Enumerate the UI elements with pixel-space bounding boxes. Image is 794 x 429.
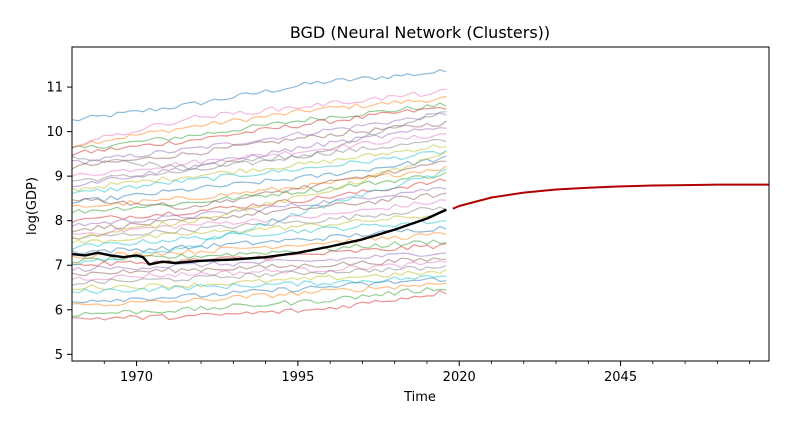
y-tick-label: 9: [55, 170, 63, 185]
background-series-line: [71, 133, 447, 178]
background-series-line: [71, 252, 447, 273]
y-axis-label: log(GDP): [25, 177, 40, 235]
background-series-line: [71, 242, 447, 267]
x-tick-label: 1970: [120, 370, 153, 385]
forecast-series-line: [452, 183, 769, 210]
highlighted-series-line: [71, 208, 447, 266]
background-series-line: [71, 199, 447, 235]
background-series-line: [71, 165, 447, 208]
background-series-line: [71, 257, 447, 277]
plot-area: [71, 69, 769, 321]
x-tick-label: 2020: [443, 370, 476, 385]
background-series-line: [71, 88, 447, 148]
background-series-line: [71, 260, 447, 281]
background-series-line: [71, 286, 447, 317]
background-series-line: [72, 289, 447, 321]
background-series-line: [71, 282, 447, 307]
background-series-line: [71, 102, 447, 150]
background-series-line: [71, 232, 447, 260]
background-series-line: [71, 150, 447, 195]
background-series-line: [71, 106, 447, 156]
background-series-line: [71, 225, 447, 255]
x-tick-label: 1995: [281, 370, 314, 385]
plot-frame: [71, 46, 770, 362]
x-axis-label: Time: [403, 390, 436, 405]
background-series-line: [71, 69, 447, 122]
background-series-line: [71, 265, 447, 286]
axes: 1970 1995 2020 2045 5 6 7 8 9 10 11: [46, 46, 770, 385]
y-tick-label: 5: [55, 348, 63, 363]
y-tick-label: 11: [46, 81, 63, 96]
background-series-line: [71, 168, 447, 266]
background-series-line: [71, 211, 447, 244]
x-tick-label: 2045: [604, 370, 637, 385]
background-series-line: [71, 95, 447, 149]
background-series-line: [71, 277, 447, 304]
y-tick-label: 10: [46, 125, 63, 140]
background-series-line: [71, 171, 447, 214]
background-series-line: [71, 274, 447, 295]
background-series-line: [71, 112, 447, 165]
y-tick-label: 8: [55, 214, 63, 229]
background-series-line: [71, 150, 447, 241]
background-series-line: [71, 120, 447, 170]
background-series-line: [71, 138, 447, 182]
background-series-line: [71, 111, 447, 170]
background-series-line: [71, 144, 447, 192]
background-series-line: [71, 192, 447, 233]
background-series-line: [71, 269, 447, 291]
background-series-line: [71, 160, 447, 210]
chart-title: BGD (Neural Network (Clusters)): [290, 23, 550, 42]
background-series-line: [71, 219, 447, 251]
background-series-line: [71, 155, 447, 204]
y-tick-label: 6: [55, 303, 63, 318]
y-tick-label: 7: [55, 259, 63, 274]
